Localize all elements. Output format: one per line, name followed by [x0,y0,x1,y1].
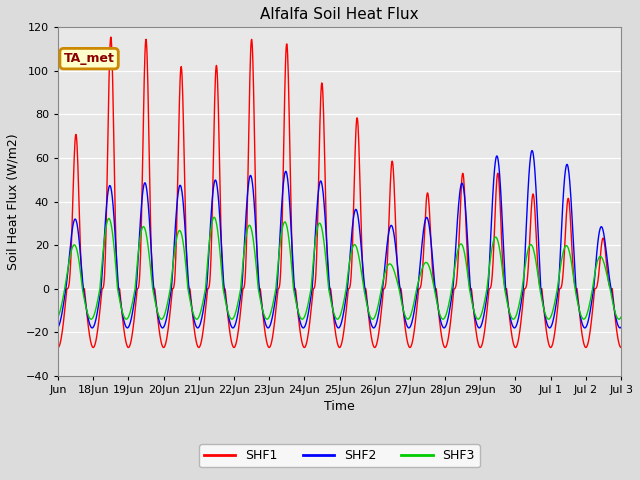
SHF2 [54,324,62,330]
SHF3 [54,314,62,320]
SHF2 [611,307,618,313]
SHF1 [54,345,62,350]
SHF1 [556,290,563,296]
SHF3 [617,314,625,320]
X-axis label: Time: Time [324,400,355,413]
SHF1 [617,345,625,350]
SHF3 [193,316,200,322]
SHF3 [556,271,563,276]
SHF3 [611,307,618,313]
SHF2 [473,321,481,326]
Text: TA_met: TA_met [63,52,115,65]
SHF2 [528,148,536,154]
SHF2 [325,279,333,285]
SHF3 [315,221,323,227]
SHF3 [326,290,333,296]
SHF1 [107,34,115,40]
SHF2 [143,185,150,191]
Title: Alfalfa Soil Heat Flux: Alfalfa Soil Heat Flux [260,7,419,22]
Line: SHF3: SHF3 [58,217,621,319]
Line: SHF2: SHF2 [58,151,621,328]
SHF2 [124,325,131,331]
SHF1 [315,184,323,190]
SHF3 [211,215,218,220]
SHF1 [325,283,333,289]
SHF1 [473,332,481,337]
SHF3 [473,315,481,321]
SHF3 [142,230,150,236]
SHF1 [611,305,618,311]
Line: SHF1: SHF1 [58,37,621,348]
SHF2 [315,188,323,194]
SHF2 [617,324,625,330]
SHF1 [143,39,150,45]
Legend: SHF1, SHF2, SHF3: SHF1, SHF2, SHF3 [199,444,480,467]
Y-axis label: Soil Heat Flux (W/m2): Soil Heat Flux (W/m2) [7,133,20,270]
SHF2 [556,269,563,275]
